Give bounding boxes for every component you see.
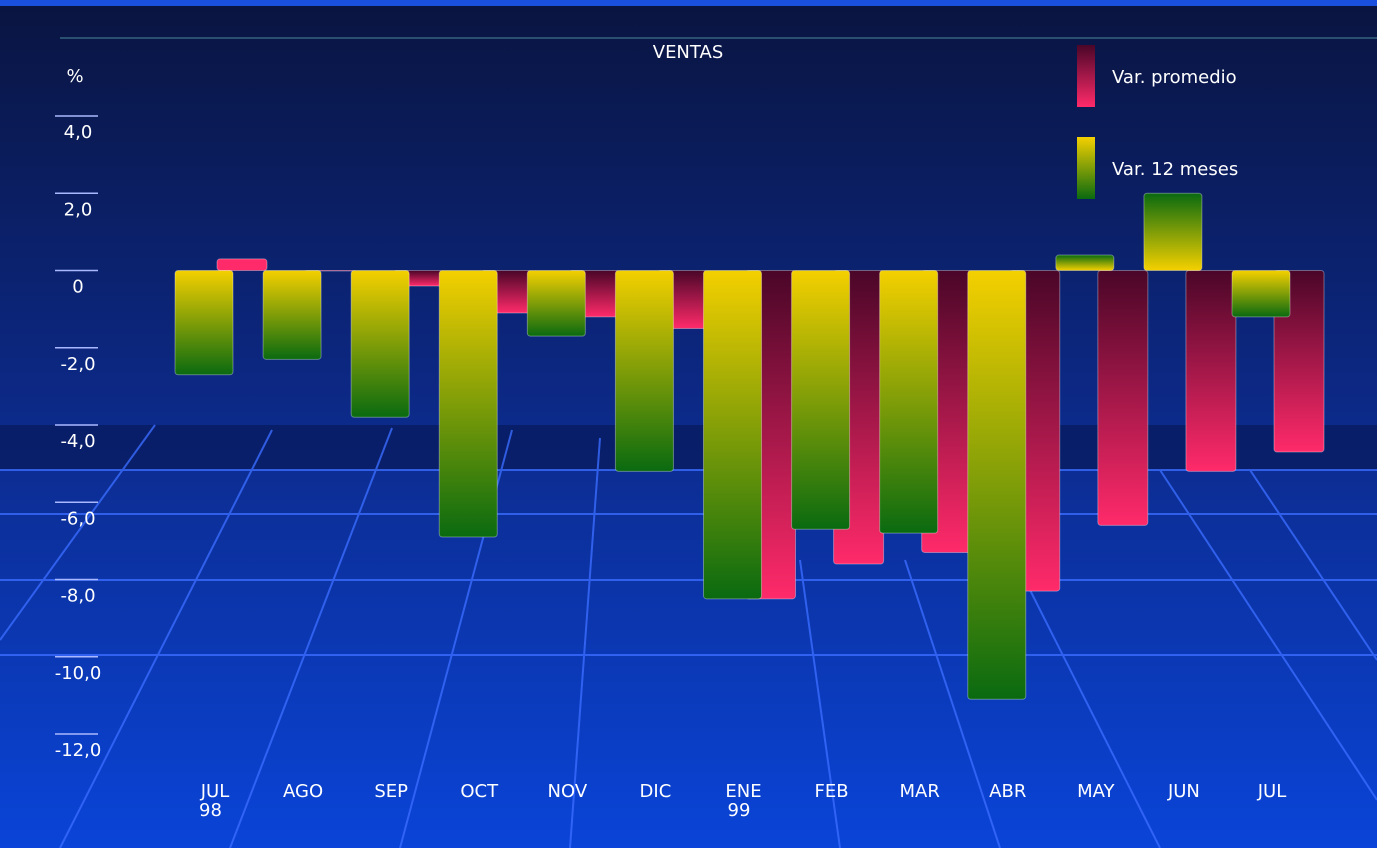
bar xyxy=(350,270,410,418)
legend-swatch xyxy=(1077,137,1095,199)
bar xyxy=(703,270,762,600)
floor-band xyxy=(0,425,1377,470)
x-tick-line: AGO xyxy=(283,781,323,802)
x-tick-label: AGO xyxy=(283,781,323,802)
x-tick-line: MAR xyxy=(899,781,939,802)
y-tick-label: 2,0 xyxy=(64,199,93,220)
x-tick-label: ENE 99 xyxy=(725,781,761,821)
y-tick-label: -8,0 xyxy=(60,586,95,607)
y-tick-label: -4,0 xyxy=(60,431,95,452)
y-axis-label: % xyxy=(66,66,83,87)
bar xyxy=(1097,270,1149,526)
bar xyxy=(967,270,1027,700)
bar xyxy=(879,270,939,534)
bar xyxy=(438,270,498,538)
bar xyxy=(216,258,268,272)
legend-swatch xyxy=(1077,45,1095,107)
x-tick-label: JUL xyxy=(1257,781,1287,802)
floor-grid xyxy=(0,424,1377,848)
x-tick-label: OCT xyxy=(460,781,499,802)
x-tick-line: MAY xyxy=(1077,781,1115,802)
x-tick-label: FEB xyxy=(815,781,849,802)
x-tick-label: JUL 98 xyxy=(199,781,229,821)
chart-title: VENTAS xyxy=(653,42,724,63)
x-tick-label: MAY xyxy=(1077,781,1115,802)
x-tick-label: SEP xyxy=(374,781,408,802)
bar xyxy=(1143,192,1203,271)
x-tick-label: MAR xyxy=(899,781,939,802)
bar xyxy=(791,270,851,530)
y-tick-label: 0 xyxy=(72,277,83,298)
legend-label: Var. promedio xyxy=(1112,67,1237,88)
bar xyxy=(1055,254,1115,272)
x-tick-line: FEB xyxy=(815,781,849,802)
x-tick-label: NOV xyxy=(548,781,588,802)
bar xyxy=(262,270,322,360)
y-tick-label: -2,0 xyxy=(60,354,95,375)
x-tick-label: JUN xyxy=(1167,781,1200,802)
bar xyxy=(174,270,234,376)
x-tick-line: JUL xyxy=(1257,781,1287,802)
x-tick-line: DIC xyxy=(640,781,672,802)
x-tick-line: ENE xyxy=(725,781,761,802)
x-tick-line: 99 xyxy=(728,800,751,821)
bar xyxy=(1185,270,1237,472)
x-tick-line: SEP xyxy=(374,781,408,802)
bar xyxy=(614,270,674,472)
x-tick-line: NOV xyxy=(548,781,588,802)
x-tick-line: JUN xyxy=(1167,781,1200,802)
y-tick-label: -12,0 xyxy=(55,740,102,761)
y-tick-label: -6,0 xyxy=(60,508,95,529)
x-tick-label: DIC xyxy=(640,781,672,802)
legend-label: Var. 12 meses xyxy=(1112,159,1238,180)
x-tick-line: OCT xyxy=(460,781,499,802)
top-band xyxy=(0,0,1377,6)
bar xyxy=(1231,270,1291,318)
bar xyxy=(526,270,586,337)
x-tick-line: ABR xyxy=(989,781,1026,802)
x-tick-line: JUL xyxy=(200,781,230,802)
x-tick-label: ABR xyxy=(989,781,1026,802)
y-tick-label: -10,0 xyxy=(55,663,102,684)
y-tick-label: 4,0 xyxy=(64,122,93,143)
x-tick-line: 98 xyxy=(199,800,222,821)
